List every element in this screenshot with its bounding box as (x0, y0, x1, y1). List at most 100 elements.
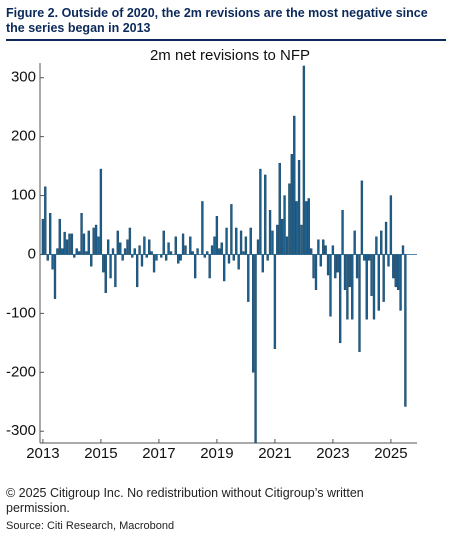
bar (97, 236, 100, 255)
bar (283, 195, 286, 255)
bar (280, 218, 284, 255)
bar (396, 254, 400, 291)
bar (164, 254, 168, 261)
bar (203, 254, 206, 258)
bar (358, 254, 361, 352)
y-tick-label: 300 (11, 69, 36, 86)
bar (230, 204, 233, 255)
bar (53, 254, 57, 299)
bar (80, 213, 83, 255)
bar (68, 233, 71, 255)
bar (220, 242, 223, 255)
x-tick-label: 2023 (316, 445, 349, 462)
bar (384, 221, 388, 255)
bar (324, 245, 327, 255)
bar (143, 236, 146, 255)
bar (307, 198, 310, 255)
bar (222, 254, 226, 282)
bar (174, 236, 177, 255)
x-tick-label: 2013 (26, 445, 59, 462)
bar (225, 227, 228, 255)
bar (346, 254, 349, 320)
bar (75, 248, 78, 255)
copyright: © 2025 Citigroup Inc. No redistribution … (6, 486, 364, 515)
bar (160, 254, 163, 258)
bar (51, 254, 54, 270)
bar (94, 224, 98, 255)
source: Source: Citi Research, Macrobond (6, 520, 175, 532)
bar (169, 251, 173, 255)
y-tick-label: 100 (11, 187, 36, 204)
bar (288, 183, 291, 255)
bar (148, 239, 151, 255)
bar (341, 210, 344, 255)
bar (191, 251, 194, 255)
bar (227, 254, 231, 264)
bar (242, 251, 245, 255)
bar (363, 254, 366, 261)
y-tick-label: 0 (28, 245, 36, 262)
bar (348, 254, 351, 288)
y-tick-label: -300 (6, 422, 36, 439)
bar (297, 160, 301, 255)
bar (377, 254, 380, 311)
bar (119, 242, 122, 255)
bar (264, 174, 267, 255)
bar (302, 65, 306, 255)
bar (235, 227, 238, 255)
bar (123, 248, 127, 255)
y-tick-label: -200 (6, 363, 36, 380)
bar (111, 248, 115, 255)
bar (77, 251, 81, 255)
bar (70, 233, 74, 255)
bar (244, 236, 248, 255)
bar (121, 254, 124, 261)
bar (106, 239, 110, 255)
bar (365, 254, 368, 320)
bar (266, 254, 269, 261)
bar (367, 254, 371, 261)
header-rule (6, 39, 446, 41)
bar (99, 168, 103, 255)
bar (56, 248, 59, 255)
bar (285, 236, 289, 255)
bar (208, 254, 211, 279)
bar (87, 230, 90, 255)
bar (65, 239, 69, 255)
bar (46, 254, 49, 261)
bar (128, 227, 132, 255)
bar (401, 245, 405, 255)
bar (389, 195, 393, 255)
bar (237, 254, 240, 270)
bar (92, 227, 95, 255)
bar (329, 254, 332, 317)
bar (338, 254, 342, 344)
bar (351, 254, 354, 320)
bar (73, 254, 76, 258)
bar (90, 254, 93, 267)
bar (193, 254, 197, 279)
bar (305, 201, 308, 255)
bar (268, 210, 272, 255)
bar (353, 230, 356, 255)
x-tick-label: 2025 (374, 445, 407, 462)
bar (85, 251, 88, 255)
bar (109, 254, 112, 279)
bar (293, 115, 296, 255)
bar (126, 239, 129, 255)
bar (394, 254, 397, 288)
x-tick-label: 2015 (84, 445, 117, 462)
bar (145, 254, 148, 258)
bar (184, 245, 187, 255)
bar (63, 231, 66, 255)
bar (215, 215, 219, 255)
bar (309, 248, 313, 255)
bar (218, 248, 221, 255)
bar (334, 254, 337, 279)
bar (104, 254, 107, 293)
bar (254, 254, 257, 444)
bar (131, 254, 134, 258)
bar (382, 254, 385, 302)
bar (196, 248, 199, 255)
